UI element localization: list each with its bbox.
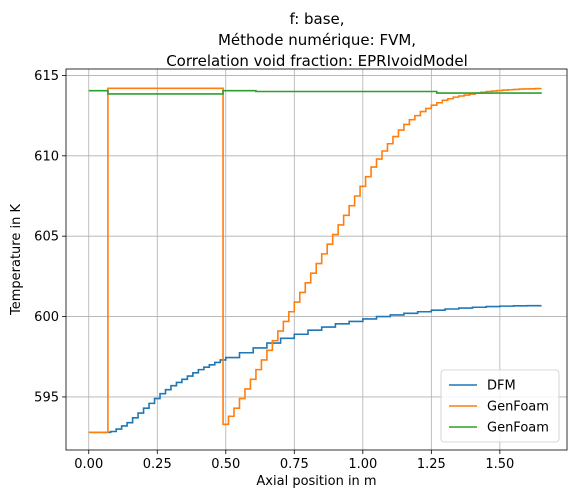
legend-label: GenFoam — [487, 400, 549, 415]
y-tick-label: 610 — [34, 149, 59, 164]
series-line-3 — [88, 89, 542, 95]
y-tick-label: 600 — [34, 310, 59, 325]
grid-lines — [66, 69, 567, 450]
y-tick-label: 595 — [34, 390, 59, 405]
y-tick-label: 605 — [34, 230, 59, 245]
chart-title: f: base, Méthode numérique: FVM, Correla… — [166, 10, 468, 70]
x-tick-label: 1.25 — [417, 457, 446, 472]
x-tick-label: 0.50 — [211, 457, 240, 472]
legend-box — [440, 369, 560, 443]
x-tick-label: 1.00 — [348, 457, 377, 472]
plot-series — [88, 87, 542, 434]
series-line-2 — [88, 87, 542, 434]
axis-ticks: 0.00 0.25 0.50 0.75 1.00 1.25 1.50 595 600 605 610… — [34, 69, 514, 472]
legend-label: DFM — [487, 379, 516, 394]
legend: DFM GenFoam GenFoam — [440, 369, 560, 443]
chart-title-line-1: f: base, — [289, 10, 344, 28]
axes-frame — [65, 68, 568, 451]
y-axis-label: Temperature in K — [9, 204, 24, 316]
x-axis-label: Axial position in m — [256, 474, 376, 489]
chart-title-line-3: Correlation void fraction: EPRIvoidModel — [166, 52, 468, 70]
x-tick-label: 0.75 — [280, 457, 309, 472]
y-tick-label: 615 — [34, 69, 59, 84]
x-tick-label: 0.25 — [143, 457, 172, 472]
legend-label: GenFoam — [487, 421, 549, 436]
chart-title-line-2: Méthode numérique: FVM, — [218, 31, 416, 49]
x-tick-label: 0.00 — [74, 457, 103, 472]
series-line-1 — [88, 304, 542, 434]
x-tick-label: 1.50 — [485, 457, 514, 472]
